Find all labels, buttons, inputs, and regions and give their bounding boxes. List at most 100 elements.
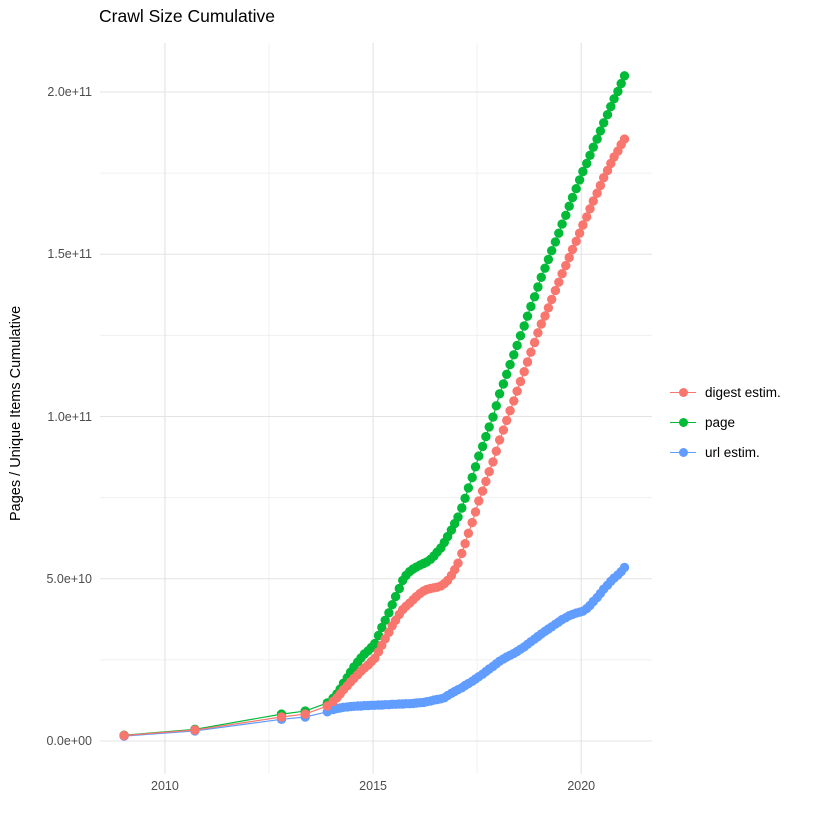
data-point [543,254,554,265]
legend-key-url-estim [670,446,696,458]
data-point [380,615,390,625]
data-point [457,503,467,513]
data-point [377,622,387,633]
data-point [578,220,588,230]
x-tick-label: 2010 [151,779,179,793]
data-point [519,367,529,377]
y-tick-label: 1.5e+11 [47,247,92,262]
data-point [384,608,394,618]
data-point [550,237,561,247]
y-tick-label: 5.0e+10 [46,571,92,586]
data-point [547,246,557,256]
data-point [564,201,574,211]
chart-title: Crawl Size Cumulative [99,6,276,26]
data-point [599,118,609,128]
data-point [457,548,467,559]
data-point [509,396,519,406]
data-point [540,311,550,321]
data-point [515,376,526,387]
legend-label: digest estim. [705,384,781,400]
data-point [529,337,540,348]
data-point [619,134,630,144]
y-tick-label: 1.0e+11 [47,409,92,424]
data-point [588,196,598,206]
data-point [554,277,564,287]
data-point [276,712,287,722]
data-point [616,78,626,89]
data-point [488,457,498,467]
data-point [498,379,509,389]
data-point [460,539,470,549]
data-point [585,204,595,214]
data-point [571,236,581,246]
data-point [505,359,515,370]
legend-key-page [670,416,696,428]
y-axis-title: Pages / Unique Items Cumulative [8,305,24,521]
data-point [574,175,585,185]
data-point [522,311,533,321]
data-point [512,340,522,351]
data-point [300,709,310,719]
data-point [609,94,619,104]
data-point [582,212,592,222]
data-point [481,431,491,442]
data-point [387,600,397,610]
data-point [494,435,505,445]
legend-item-page: page [670,407,781,437]
gridlines-major [100,43,652,774]
data-point [491,401,501,411]
data-point [467,517,477,528]
data-point [498,425,509,435]
data-point [512,386,522,396]
data-point [592,188,602,198]
data-point [567,244,578,255]
data-point [502,369,512,379]
data-point [602,165,613,176]
data-point [547,294,557,305]
legend-label: page [705,414,736,430]
data-point [554,228,564,238]
data-point [529,292,540,302]
data-point [453,558,463,568]
legend-label: url estim. [705,444,760,460]
legend: digest estim. page url estim. [670,377,781,467]
legend-dot-icon [678,448,688,457]
data-point [460,493,470,503]
data-point [502,415,512,426]
data-point [463,483,474,493]
data-point [561,210,571,220]
data-point [606,101,616,112]
legend-dot-icon [678,418,688,427]
data-point [561,260,571,271]
data-point [505,406,515,416]
data-point [564,252,574,263]
data-point [557,269,567,279]
data-point [394,583,404,594]
data-point [519,321,529,331]
data-point [526,301,536,312]
data-point [533,328,543,338]
data-point [536,319,546,329]
data-point [543,303,554,313]
data-point [578,166,588,177]
data-point [474,496,484,506]
data-point [526,347,536,357]
data-point [557,219,567,229]
data-point [574,228,585,238]
series-digest-estim [119,134,630,741]
data-point [488,412,498,422]
data-point [474,451,484,461]
data-point [582,158,592,169]
series-page [119,71,630,740]
data-point [463,528,474,538]
legend-key-digest-estim [670,386,696,398]
data-point [540,263,550,273]
data-point [595,126,606,136]
data-point [619,71,630,81]
data-point [390,591,401,602]
data-point [484,467,494,477]
data-point [494,389,505,399]
data-point [491,446,501,456]
data-point [477,486,488,496]
data-point [619,562,630,573]
